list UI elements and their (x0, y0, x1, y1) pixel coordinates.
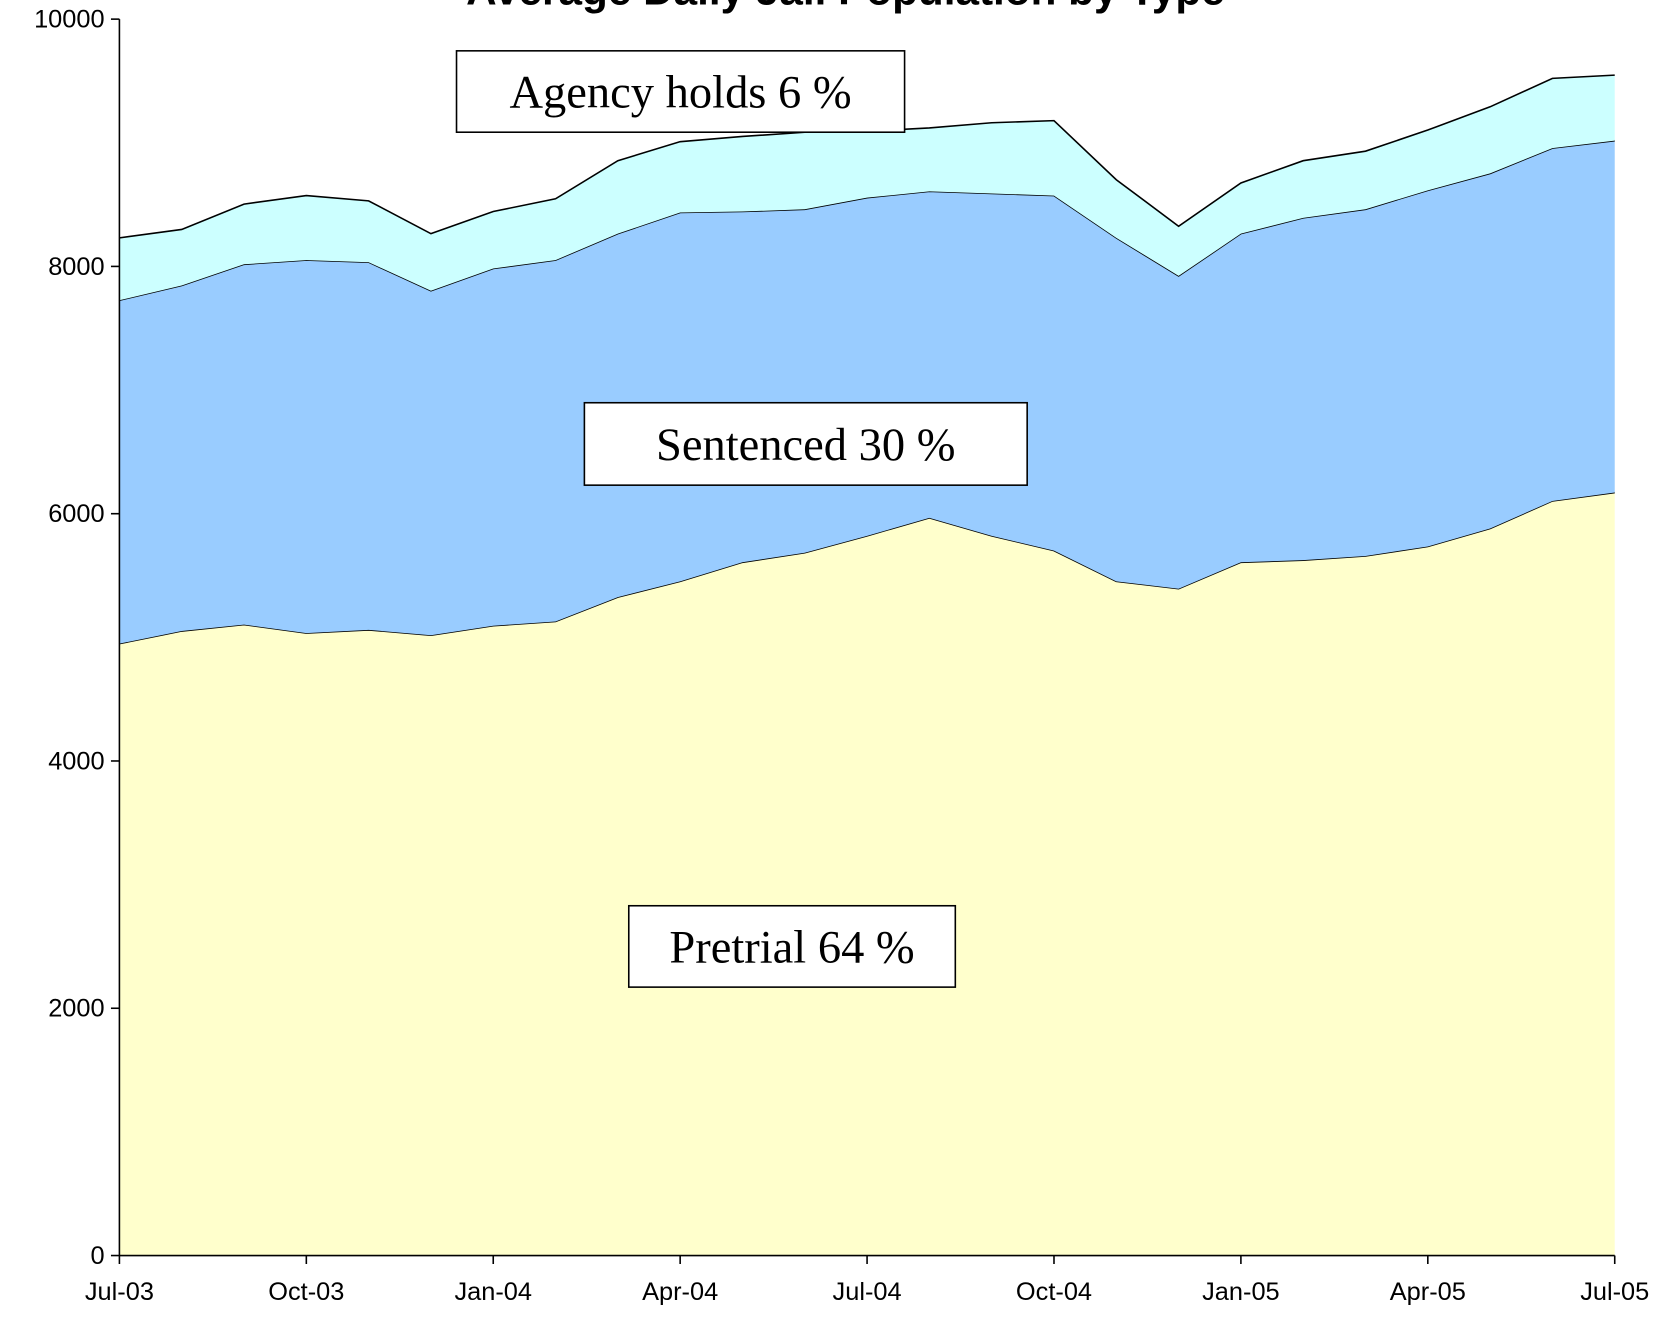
x-tick-label: Oct-03 (268, 1278, 344, 1306)
area (119, 140, 1615, 644)
x-tick-label: Jul-05 (1580, 1278, 1649, 1306)
x-tick-label: Oct-04 (1016, 1278, 1092, 1306)
annotation-box (627, 904, 957, 988)
x-tick-label: Jul-03 (85, 1278, 154, 1306)
chart-title: Average Daily Jail Population by Type (466, 0, 1225, 13)
x-tick-label: Jul-04 (833, 1278, 902, 1306)
annotation: Sentenced 30 % (656, 420, 955, 471)
y-tick-label: 2000 (48, 995, 104, 1023)
x-tick-label: Apr-04 (642, 1278, 718, 1306)
y-tick-label: 10000 (34, 6, 105, 34)
y-tick-label: 0 (91, 1242, 105, 1270)
x-tick-label: Apr-05 (1390, 1278, 1466, 1306)
annotation-box (455, 50, 906, 133)
area (119, 75, 1615, 301)
x-tick-label: Jan-05 (1202, 1278, 1280, 1306)
annotation: Pretrial 64 % (669, 922, 914, 973)
annotation-box (583, 401, 1028, 486)
y-tick-label: 6000 (48, 500, 104, 528)
annotation: Agency holds 6 % (509, 67, 851, 118)
area (119, 492, 1615, 1256)
x-tick-label: Jan-04 (454, 1278, 532, 1306)
y-tick-label: 4000 (48, 747, 104, 775)
y-tick-label: 8000 (48, 253, 104, 281)
